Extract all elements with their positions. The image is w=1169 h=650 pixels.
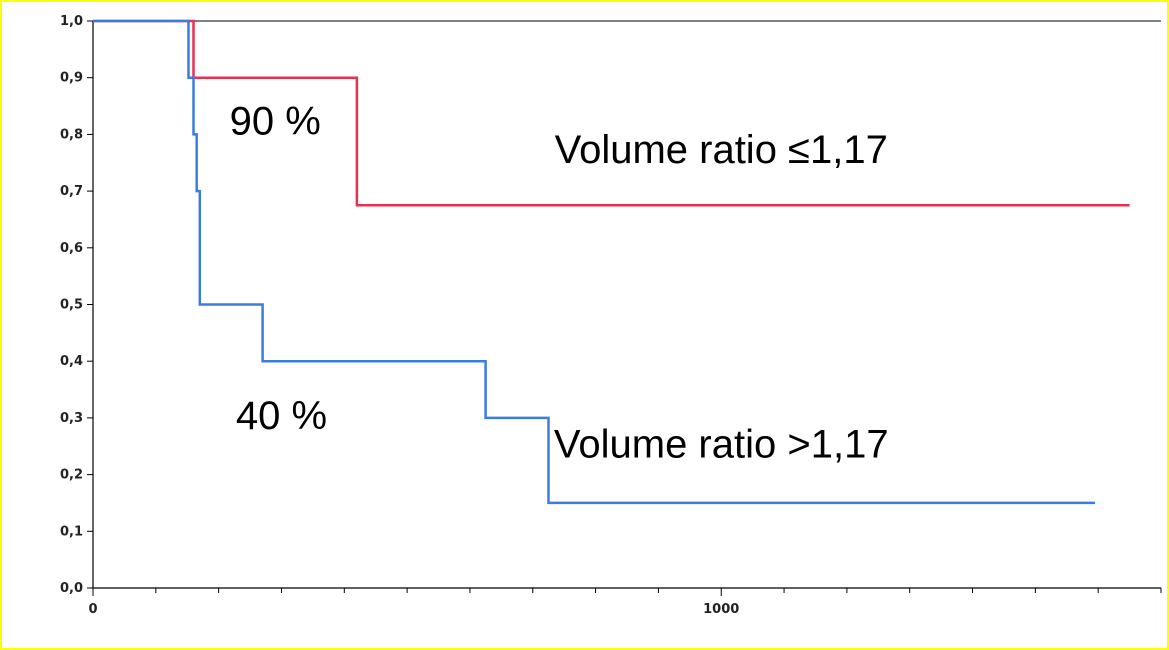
y-tick-label: 0,1 xyxy=(60,524,83,539)
y-tick-label: 0,4 xyxy=(60,354,83,369)
y-tick-label: 0,7 xyxy=(60,184,83,199)
series-line-2 xyxy=(93,19,1095,505)
y-tick-label: 0,3 xyxy=(60,411,83,426)
x-tick-label: 1000 xyxy=(703,602,739,617)
x-tick-label: 0 xyxy=(88,602,97,617)
annotation-label: 40 % xyxy=(236,394,327,438)
y-tick-label: 0,0 xyxy=(60,581,83,596)
y-tick-label: 0,2 xyxy=(60,468,83,483)
y-tick-label: 0,5 xyxy=(60,298,83,313)
series-layer xyxy=(93,19,1130,505)
annotations: 90 % Volume ratio ≤1,17 40 % Volume ratio >… xyxy=(230,99,889,466)
plot-area xyxy=(93,21,1161,588)
annotation-label: 90 % xyxy=(230,99,321,143)
y-tick-label: 0,6 xyxy=(60,241,83,256)
axes: 0,0 0,1 0,2 0,3 0,4 0,5 0,6 0,7 0,8 0,9 1,0 0 1000 xyxy=(60,14,1162,617)
y-tick-label: 0,9 xyxy=(60,71,83,86)
y-tick-label: 1,0 xyxy=(60,14,83,29)
y-tick-label: 0,8 xyxy=(60,127,83,142)
annotation-label: Volume ratio >1,17 xyxy=(554,423,889,467)
annotation-label: Volume ratio ≤1,17 xyxy=(555,128,888,172)
